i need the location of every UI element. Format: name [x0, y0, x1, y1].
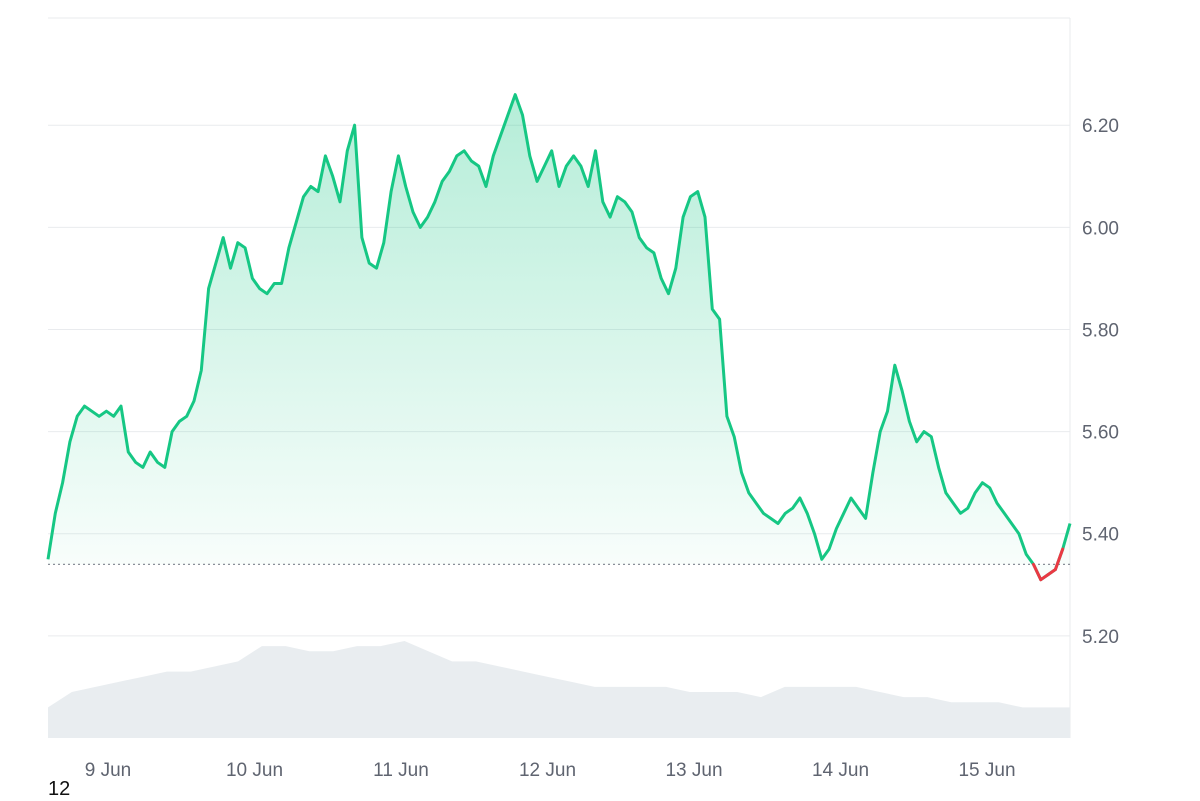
y-axis: 5.20 5.40 5.60 5.80 6.00 6.20: [1082, 116, 1119, 648]
y-tick-label: 5.60: [1082, 423, 1119, 444]
below-baseline-segments: [1032, 547, 1065, 582]
footer-note: 12: [48, 778, 71, 800]
y-tick-label: 5.40: [1082, 525, 1119, 546]
x-tick-label: 15 Jun: [958, 760, 1015, 781]
volume-area: [48, 641, 1070, 738]
x-tick-label: 10 Jun: [226, 760, 283, 781]
price-series-line: [46, 93, 1072, 582]
x-tick-label: 9 Jun: [85, 760, 131, 781]
down-segment: [1053, 547, 1065, 571]
y-tick-label: 5.20: [1082, 627, 1119, 648]
price-area-fill: [48, 94, 1070, 580]
y-tick-label: 5.80: [1082, 320, 1119, 341]
down-segment: [1032, 562, 1043, 582]
x-tick-label: 12 Jun: [519, 760, 576, 781]
x-tick-label: 13 Jun: [665, 760, 722, 781]
x-tick-label: 14 Jun: [812, 760, 869, 781]
x-tick-label: 11 Jun: [373, 760, 429, 781]
y-tick-label: 6.20: [1082, 116, 1119, 137]
y-tick-label: 6.00: [1082, 218, 1119, 239]
x-axis: 9 Jun 10 Jun 11 Jun 12 Jun 13 Jun 14 Jun 15 Ju…: [85, 760, 1016, 781]
